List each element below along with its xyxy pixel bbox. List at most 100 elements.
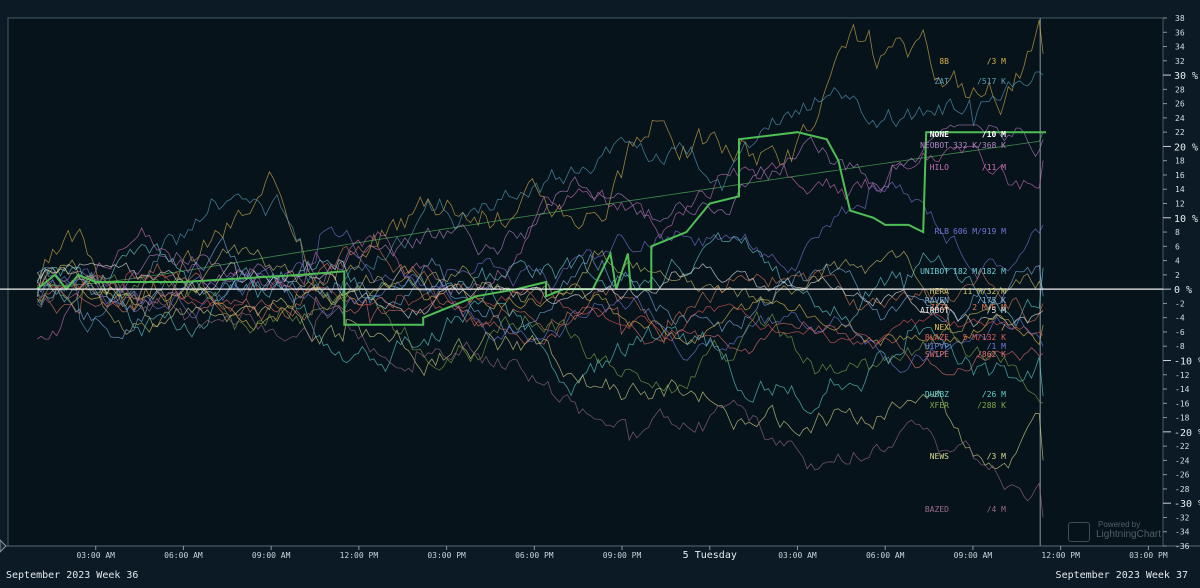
legend-info-swipe: /862 K [977,350,1006,359]
legend-info-news: /3 M [987,452,1006,461]
series-line-blaze [36,270,1044,344]
y-tick-label: 8 [1175,228,1180,237]
y-tick-label: 2 [1175,271,1180,280]
y-major-tick-label: -10 % [1174,356,1200,367]
y-tick-label: 36 [1175,28,1185,37]
y-tick-label: 16 [1175,171,1185,180]
legend-info-raven: /173 K [977,296,1006,305]
legend-name-blaze: BLAZE [925,333,949,342]
y-tick-label: 14 [1175,185,1185,194]
y-major-tick-label: 10 % [1174,214,1198,225]
series-line-8b [36,20,1044,312]
series-line-news [36,267,1044,470]
series-line-unibot [36,232,1044,328]
legend-name-rlb: RLB [935,227,950,236]
legend-name-neobot: NEOBOT [920,141,949,150]
y-tick-label: -8 [1175,342,1185,351]
legend-name-dubbz: DUBBZ [925,390,949,399]
legend-info-hipvp: /1 M [987,342,1006,351]
week-right-label: September 2023 Week 37 [1055,570,1188,581]
x-tick-label: 06:00 AM [164,551,203,560]
y-tick-label: -22 [1175,442,1190,451]
x-tick-label: 09:00 PM [603,551,642,560]
legend-info-8b: /3 M [987,57,1006,66]
series-line-xfer [36,273,1044,404]
legend-info-zat: /517 K [977,77,1006,86]
legend-info-dubbz: /26 M [982,390,1006,399]
y-tick-label: 18 [1175,157,1185,166]
y-tick-label: -32 [1175,513,1190,522]
week-left-label: September 2023 Week 36 [6,570,139,581]
y-tick-label: -16 [1175,399,1190,408]
y-tick-label: -24 [1175,456,1190,465]
y-tick-label: -14 [1175,385,1190,394]
x-tick-label: 09:00 AM [954,551,993,560]
legend-name-none: NONE [930,130,949,139]
series-line-rlb [36,181,1044,319]
y-tick-label: 22 [1175,128,1185,137]
scroll-left-arrow-icon [0,539,7,553]
x-tick-label: 06:00 PM [515,551,554,560]
series-line-zat [36,71,1044,333]
legend-info-neobot: 332 K/368 K [953,141,1006,150]
y-tick-label: 4 [1175,257,1180,266]
y-tick-label: -4 [1175,314,1185,323]
y-tick-label: 38 [1175,14,1185,23]
y-tick-label: -26 [1175,471,1190,480]
y-tick-label: 26 [1175,100,1185,109]
legend-info-none: /10 M [982,130,1006,139]
x-tick-label: 03:00 AM [76,551,115,560]
x-tick-label: 12:00 PM [340,551,379,560]
legend-name-hera: HERA [930,287,949,296]
legend-name-zaza: ZAZA [930,303,949,312]
x-tick-label: 03:00 PM [1129,551,1168,560]
legend-name-unibot: UNIBOT [920,267,949,276]
legend-info-hilo: /11 M [982,163,1006,172]
y-tick-label: 6 [1175,242,1180,251]
y-major-tick-label: -20 % [1174,428,1200,439]
y-tick-label: -28 [1175,485,1190,494]
y-major-tick-label: 0 % [1174,285,1192,296]
x-tick-label: 09:00 AM [252,551,291,560]
y-tick-label: -2 [1175,299,1185,308]
y-tick-label: 32 [1175,57,1185,66]
legend-name-hilo: HILO [930,163,949,172]
legend-name-nex: NEX [935,323,950,332]
y-major-tick-label: 30 % [1174,71,1198,82]
series-line-bazed [36,274,1044,518]
legend-name-swipe: SWIPE [925,350,949,359]
legend-name-hipvp: HIPVP [925,342,949,351]
legend-name-news: NEWS [930,452,949,461]
y-major-tick-label: 20 % [1174,142,1198,153]
series-line-raven [36,236,1044,340]
y-tick-label: -12 [1175,371,1190,380]
x-tick-label: 06:00 AM [866,551,905,560]
y-tick-label: -6 [1175,328,1185,337]
legend-name-raven: RAVEN [925,296,949,305]
watermark: Powered by LightningChart [1064,520,1161,544]
x-tick-label: 03:00 AM [778,551,817,560]
legend-info-blaze: 5 M/132 K [963,333,1007,342]
legend-info-xfer: /288 K [977,401,1006,410]
legend-info-nex: / [1001,323,1006,332]
y-major-tick-label: -30 % [1174,499,1200,510]
watermark-line1: Powered by [1098,520,1141,529]
series-line-none-highlight [36,131,1046,326]
y-tick-label: -36 [1175,542,1190,551]
legend-info-unibot: 182 M/182 M [953,267,1006,276]
legend-name-airbot: AIRBOT [920,306,949,315]
y-tick-label: 28 [1175,85,1185,94]
y-tick-label: 12 [1175,200,1185,209]
legend-name-8b: 8B [939,57,949,66]
y-tick-label: -18 [1175,414,1190,423]
y-tick-label: 24 [1175,114,1185,123]
legend-info-zaza: 2 M/5 M [972,303,1006,312]
x-tick-label: 03:00 PM [427,551,466,560]
legend-info-hera: 11 M/32 M [963,287,1007,296]
legend-info-rlb: 606 M/919 M [953,227,1006,236]
x-tick-label: 12:00 PM [1041,551,1080,560]
series-line-neobot [36,124,1044,303]
y-tick-label: 34 [1175,43,1185,52]
